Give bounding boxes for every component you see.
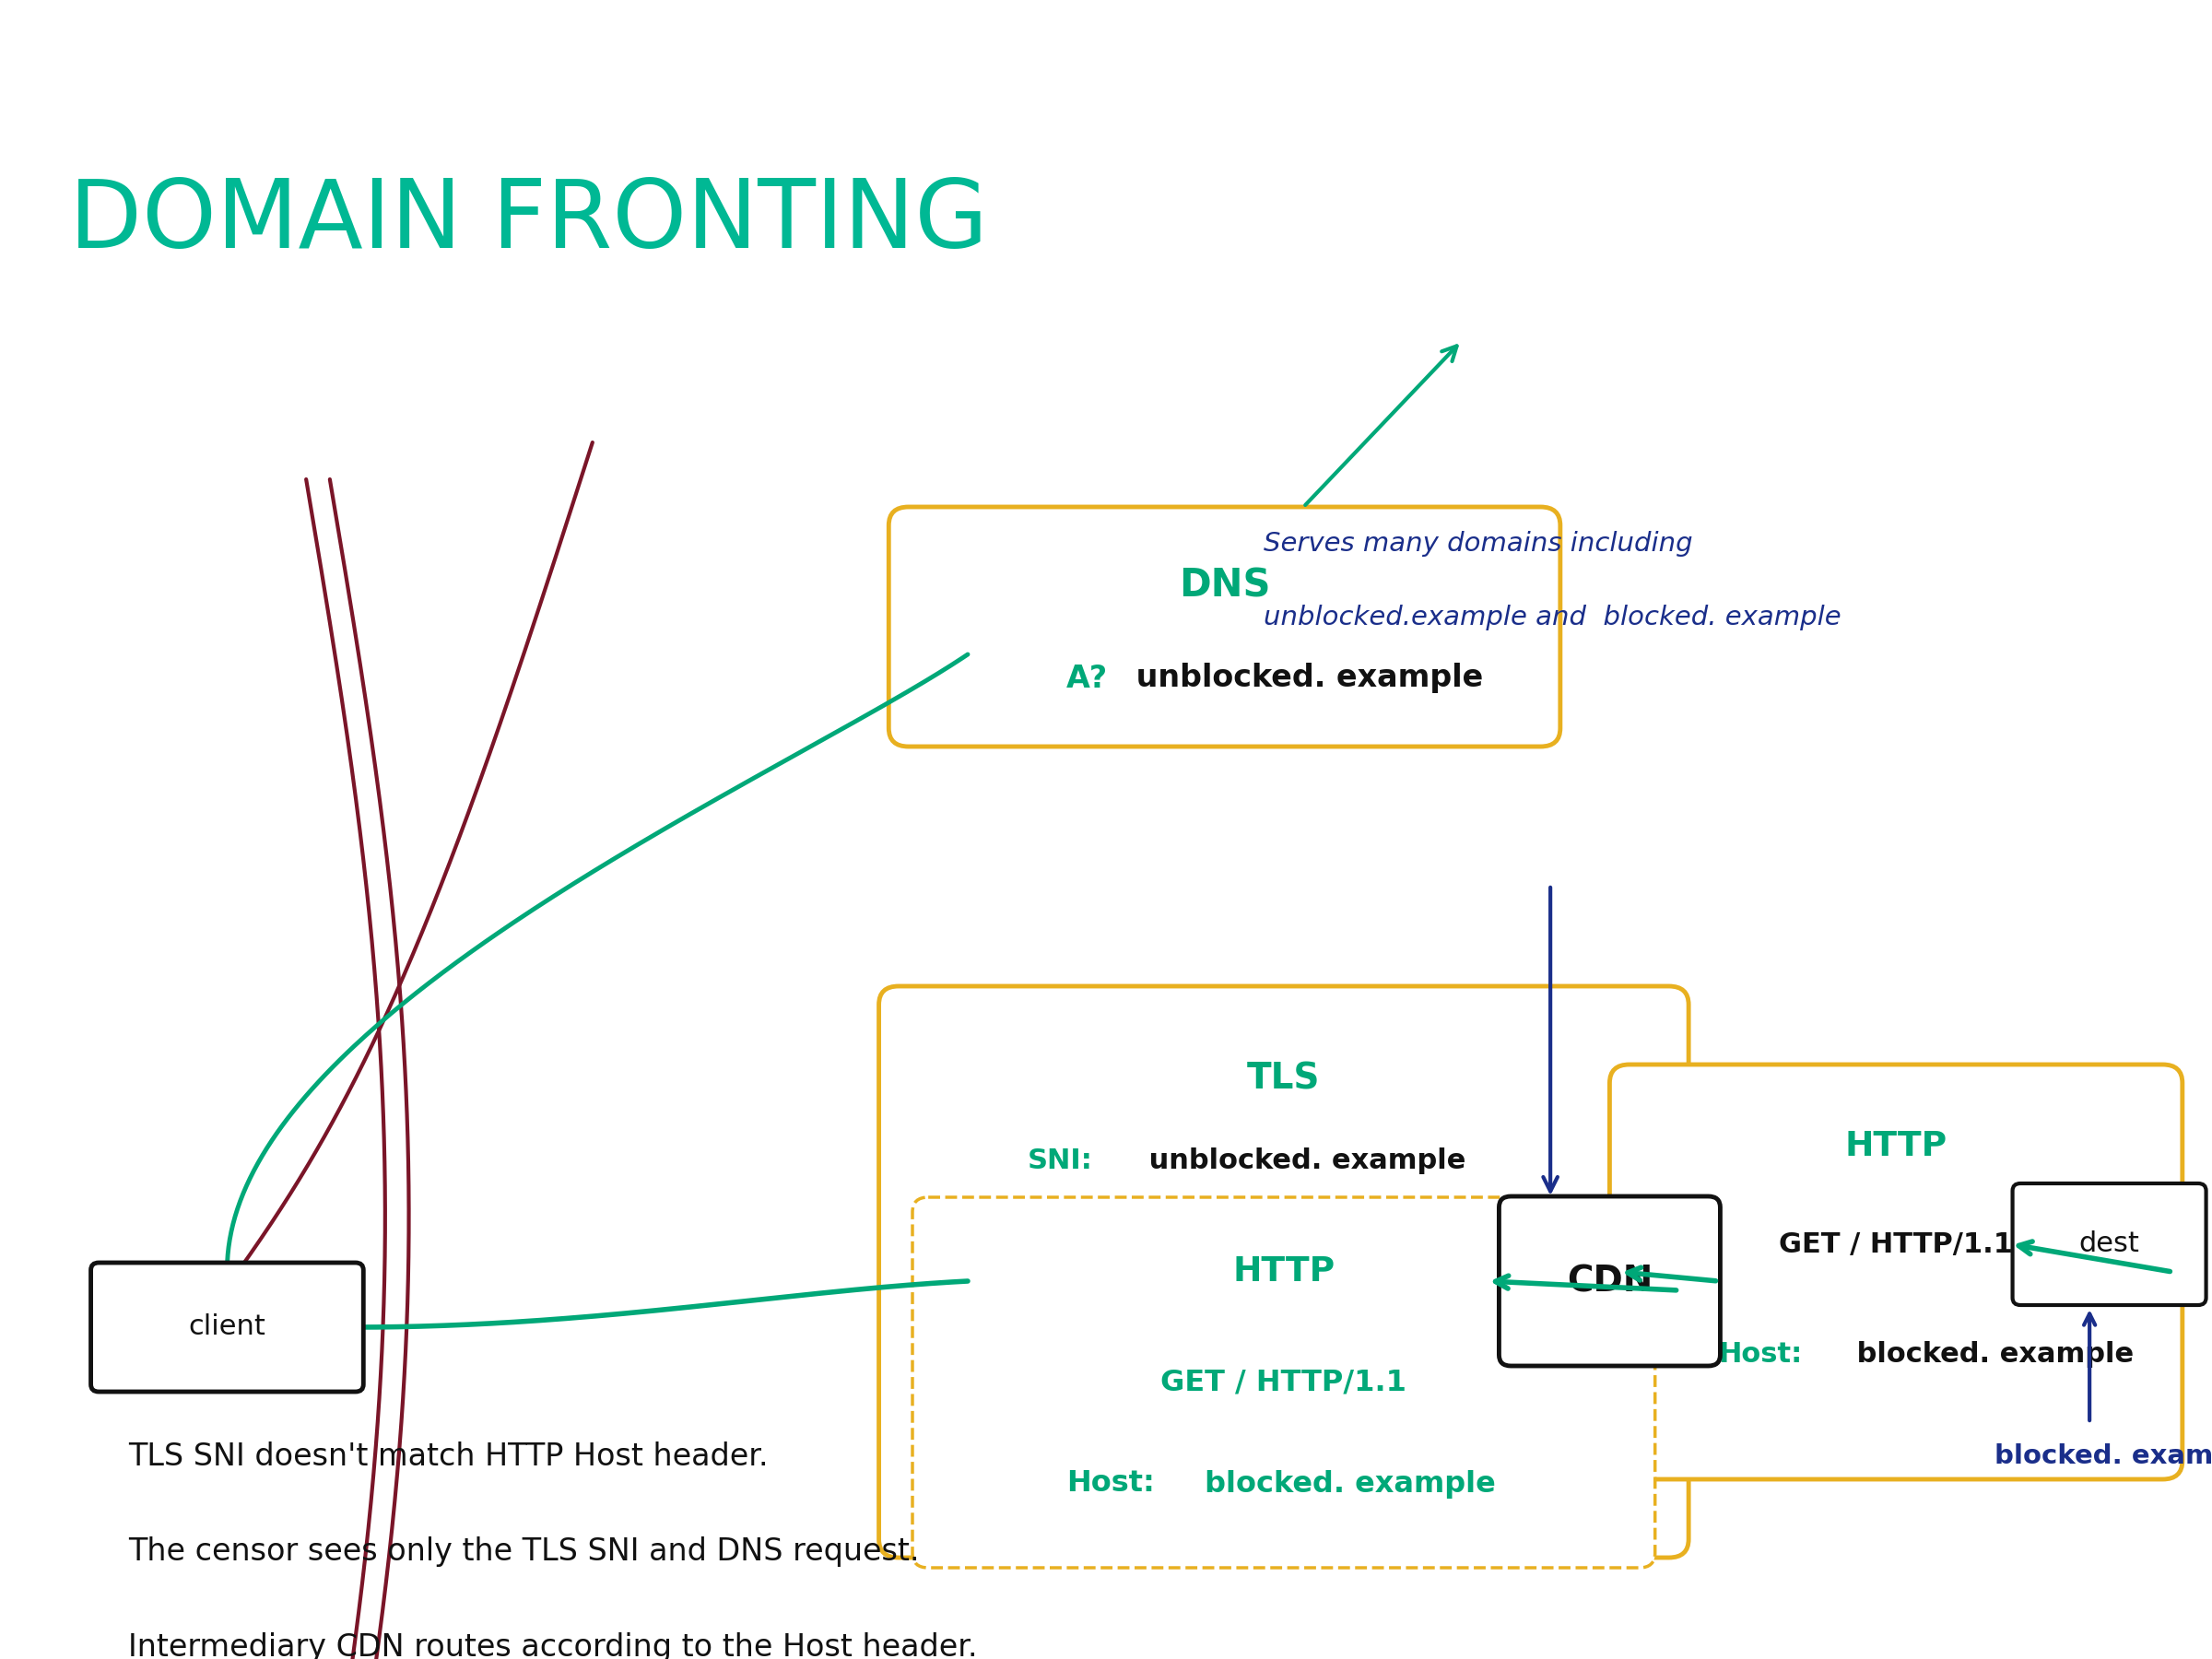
Text: Host:: Host: xyxy=(1719,1342,1803,1369)
Text: A?: A? xyxy=(1066,664,1108,693)
Text: dest: dest xyxy=(2079,1231,2139,1258)
Text: SNI:: SNI: xyxy=(1026,1148,1093,1175)
Text: TLS: TLS xyxy=(1248,1060,1321,1097)
FancyBboxPatch shape xyxy=(889,508,1559,747)
FancyBboxPatch shape xyxy=(878,985,1688,1558)
Text: TLS SNI doesn't match HTTP Host header.: TLS SNI doesn't match HTTP Host header. xyxy=(128,1442,768,1472)
Text: HTTP: HTTP xyxy=(1232,1256,1336,1289)
FancyBboxPatch shape xyxy=(1500,1196,1721,1365)
Text: CDN: CDN xyxy=(1566,1264,1652,1299)
Text: client: client xyxy=(188,1314,265,1340)
Text: The censor sees only the TLS SNI and DNS request.: The censor sees only the TLS SNI and DNS… xyxy=(128,1536,920,1568)
Text: HTTP: HTTP xyxy=(1845,1130,1947,1163)
Text: unblocked. example: unblocked. example xyxy=(1126,664,1484,693)
Text: blocked. example: blocked. example xyxy=(1995,1443,2212,1470)
Text: unblocked.example and  blocked. example: unblocked.example and blocked. example xyxy=(1263,604,1843,630)
FancyBboxPatch shape xyxy=(91,1262,363,1392)
Text: Serves many domains including: Serves many domains including xyxy=(1263,531,1692,557)
FancyBboxPatch shape xyxy=(1610,1065,2183,1480)
Text: GET / HTTP/1.1: GET / HTTP/1.1 xyxy=(1778,1231,2013,1258)
Text: Host:: Host: xyxy=(1066,1470,1155,1498)
Text: GET / HTTP/1.1: GET / HTTP/1.1 xyxy=(1161,1369,1407,1397)
FancyBboxPatch shape xyxy=(2013,1183,2205,1306)
Text: blocked. example: blocked. example xyxy=(1847,1342,2132,1369)
Text: Intermediary CDN routes according to the Host header.: Intermediary CDN routes according to the… xyxy=(128,1632,978,1659)
Text: unblocked. example: unblocked. example xyxy=(1139,1148,1467,1175)
FancyBboxPatch shape xyxy=(914,1198,1655,1568)
Text: DNS: DNS xyxy=(1179,567,1270,606)
Text: blocked. example: blocked. example xyxy=(1194,1470,1495,1498)
Text: DOMAIN FRONTING: DOMAIN FRONTING xyxy=(69,176,989,269)
